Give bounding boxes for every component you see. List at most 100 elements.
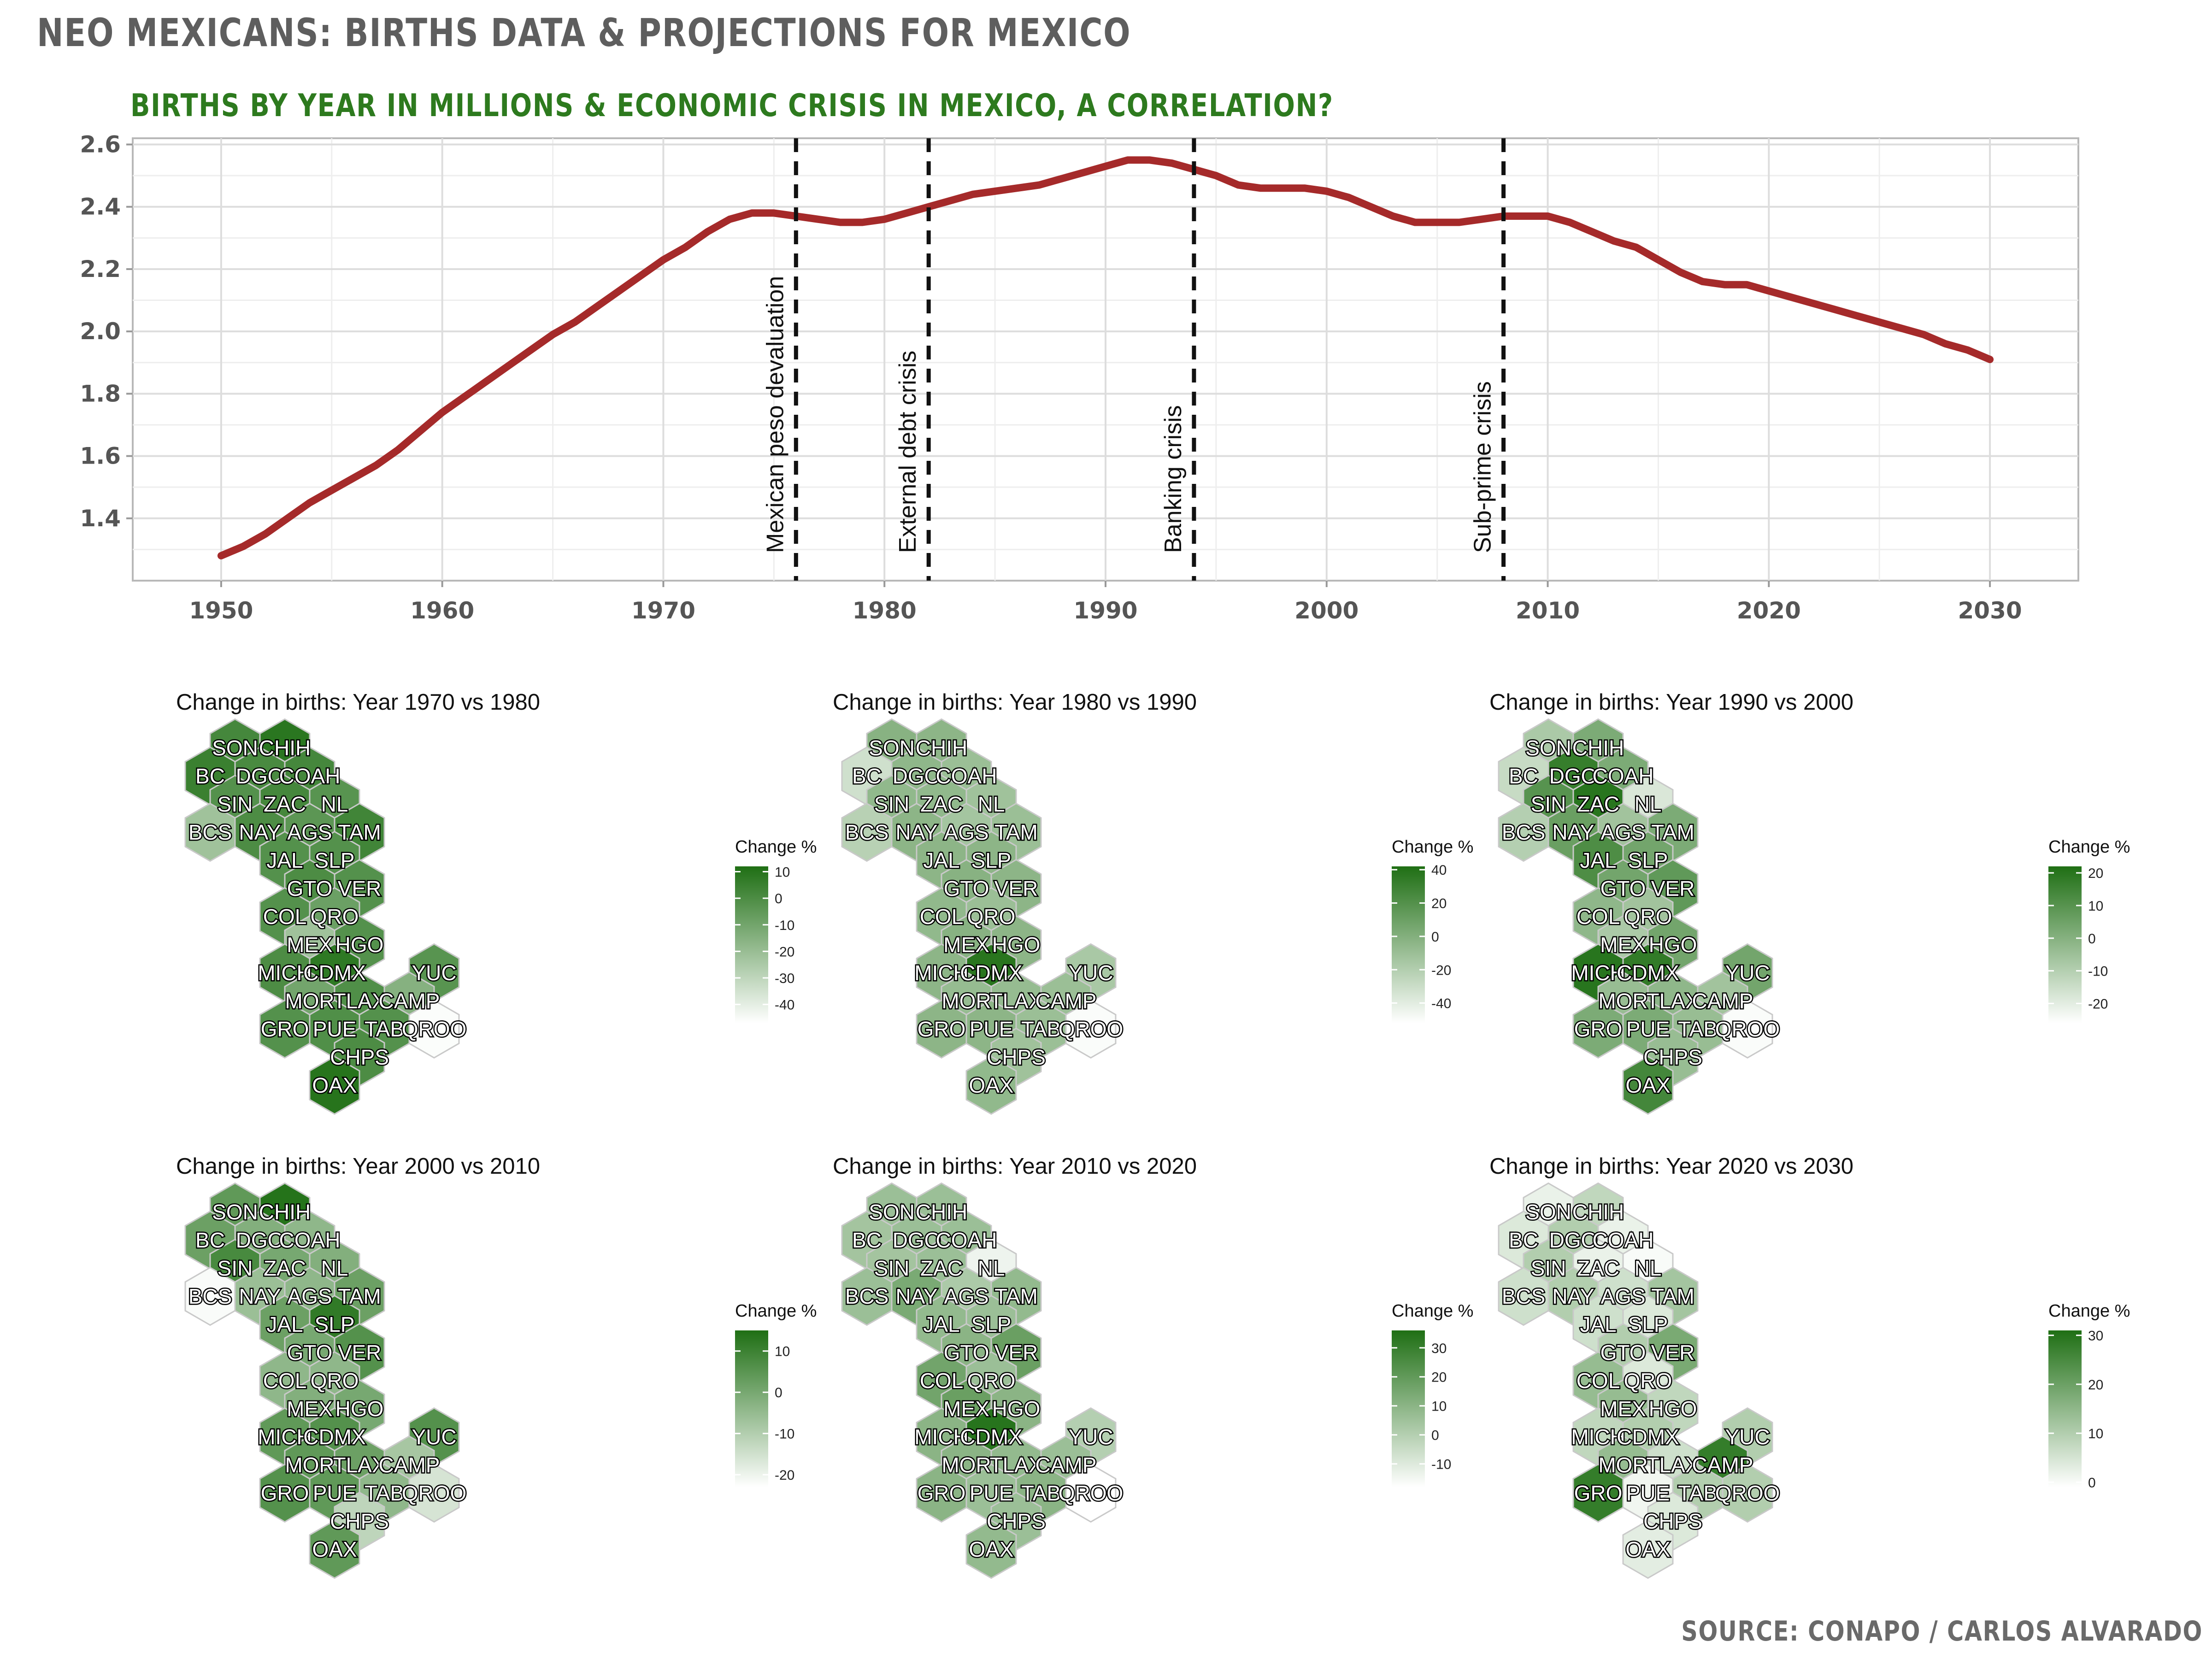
state-label: COAH (1593, 1228, 1654, 1252)
state-label: PUE (1626, 1017, 1670, 1041)
state-label: ZAC (920, 792, 963, 816)
state-label: TAB (1021, 1481, 1061, 1505)
state-label: COL (920, 1369, 964, 1393)
state-label: COAH (279, 764, 341, 788)
state-label: GTO (287, 877, 333, 900)
state-label: QRO (1624, 905, 1672, 929)
state-label: VER (1651, 877, 1695, 900)
state-label: QRO (1624, 1369, 1672, 1393)
state-label: JAL (266, 848, 303, 872)
state-label: NAY (895, 1284, 937, 1308)
state-label: PUE (1626, 1481, 1670, 1505)
state-label: QROO (402, 1481, 467, 1505)
state-label: HGO (992, 1397, 1041, 1421)
state-label: NAY (239, 820, 281, 844)
state-label: MOR (285, 1453, 334, 1477)
state-label: SON (869, 736, 915, 760)
state-label: BC (195, 764, 225, 788)
map-panel-title: Change in births: Year 2000 vs 2010 (176, 1154, 540, 1179)
crisis-label: External debt crisis (894, 351, 921, 553)
state-label: BC (1509, 1228, 1538, 1252)
legend-tick-label: 20 (2088, 866, 2103, 881)
legend-tick-label: 0 (2088, 1475, 2096, 1490)
state-label: NL (321, 792, 348, 816)
state-label: NL (1635, 1256, 1662, 1280)
x-tick-label: 1960 (410, 597, 474, 624)
state-label: SLP (1628, 1312, 1668, 1336)
legend-tick-label: 0 (775, 891, 782, 906)
state-label: DGO (236, 764, 284, 788)
state-label: OAX (1625, 1537, 1670, 1561)
hex-tile-qroo (408, 1463, 460, 1523)
state-label: DGO (1549, 1228, 1598, 1252)
state-label: OAX (1625, 1073, 1670, 1097)
legend-tick-label: 20 (2088, 1377, 2103, 1393)
legend-colorbar (735, 866, 768, 1023)
state-label: TAB (1678, 1481, 1718, 1505)
x-tick-label: 2000 (1294, 597, 1359, 624)
legend-colorbar (2048, 866, 2082, 1023)
hex-tile-oax (309, 1519, 360, 1579)
y-tick-label: 1.6 (80, 443, 121, 470)
main-title: NEO MEXICANS: BIRTHS DATA & PROJECTIONS … (37, 10, 1131, 55)
state-label: SON (1525, 736, 1571, 760)
state-label: TAM (1651, 820, 1694, 844)
map-panel-title: Change in births: Year 1990 vs 2000 (1489, 690, 1853, 715)
legend-colorbar (735, 1330, 768, 1487)
state-label: PUE (970, 1017, 1013, 1041)
state-label: JAL (1580, 848, 1616, 872)
state-label: SIN (874, 792, 910, 816)
state-label: YUC (1068, 1425, 1113, 1449)
legend-tick-label: -10 (2088, 964, 2108, 979)
state-label: ZAC (1577, 1256, 1619, 1280)
legend-tick-label: -40 (1431, 996, 1451, 1012)
state-label: OAX (969, 1073, 1013, 1097)
legend-colorbar (1392, 1330, 1425, 1487)
state-label: CDMX (1617, 1425, 1679, 1449)
state-label: YUC (1725, 1425, 1770, 1449)
map-panel-title: Change in births: Year 2010 vs 2020 (833, 1154, 1197, 1179)
state-label: AGS (287, 1284, 332, 1308)
x-tick-label: 1980 (853, 597, 917, 624)
state-label: CDMX (960, 1425, 1022, 1449)
state-label: MEX (287, 933, 333, 957)
state-label: AGS (1600, 820, 1645, 844)
state-label: CHIH (259, 1200, 311, 1224)
state-label: BCS (1502, 1284, 1546, 1308)
state-label: VER (1651, 1341, 1695, 1365)
legend-tick-label: -40 (775, 998, 794, 1013)
state-label: CHPS (1643, 1045, 1702, 1069)
legend-tick-label: -20 (775, 1468, 794, 1483)
state-label: GTO (1600, 877, 1646, 900)
state-label: ZAC (1577, 792, 1619, 816)
state-label: PUE (313, 1017, 357, 1041)
map-panel-title: Change in births: Year 1970 vs 1980 (176, 690, 540, 715)
state-label: ZAC (264, 1256, 306, 1280)
state-label: MOR (941, 989, 991, 1013)
state-label: BCS (188, 820, 232, 844)
state-label: AGS (944, 820, 988, 844)
state-label: MEX (1600, 1397, 1646, 1421)
x-tick-label: 1950 (189, 597, 253, 624)
state-label: MICH (914, 1425, 969, 1449)
legend-title: Change % (2048, 837, 2130, 857)
state-label: CHPS (330, 1509, 389, 1533)
legend-colorbar (2048, 1330, 2082, 1487)
state-label: YUC (412, 1425, 456, 1449)
state-label: NL (978, 1256, 1005, 1280)
hex-tile-qroo (1065, 999, 1117, 1059)
state-label: COAH (279, 1228, 341, 1252)
state-label: SON (212, 1200, 258, 1224)
legend-title: Change % (735, 1301, 817, 1321)
state-label: MICH (1571, 961, 1625, 985)
births-line-chart: 1.4 1.6 1.8 2.0 2.2 2.4 2.6 1950 1960 1970 1980 199… (80, 131, 2079, 624)
map-panel: Change in births: Year 1990 vs 2000 SON CH… (1489, 690, 2130, 1115)
hex-tile-oax (309, 1055, 360, 1115)
state-label: BCS (1502, 820, 1546, 844)
state-label: CHPS (1643, 1509, 1702, 1533)
state-label: COL (263, 905, 307, 929)
state-label: CAMP (1035, 989, 1097, 1013)
